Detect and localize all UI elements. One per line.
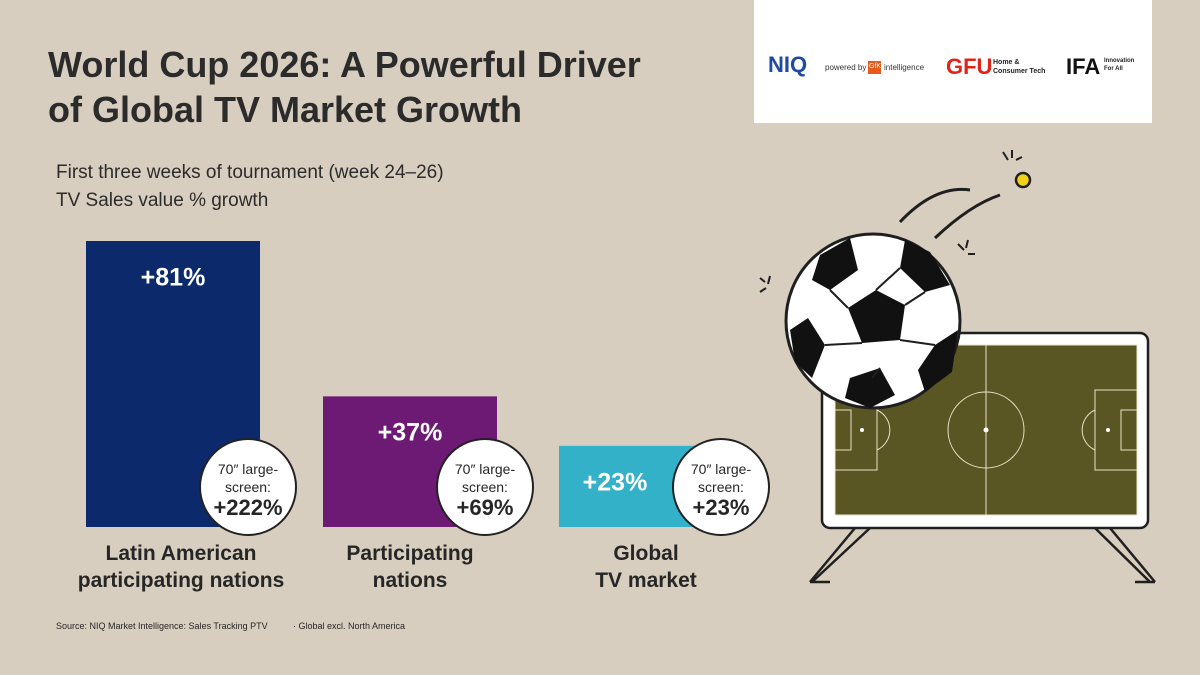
value-label: +37% [377, 418, 443, 447]
x-tick-label: Global TV market [595, 542, 697, 592]
niq-logo: NIQ [768, 52, 808, 77]
x-tick-label: Latin American participating nations [77, 542, 285, 592]
logo-text: Home & Consumer Tech [993, 59, 1046, 75]
callout-value: +23% [692, 495, 750, 520]
source-note: Source: NIQ Market Intelligence: Sales T… [56, 621, 268, 631]
callout-circle [436, 438, 534, 536]
value-label: +81% [140, 263, 206, 292]
gfk-logo: GfK [869, 63, 882, 70]
callout-label: 70″ large- screen: [690, 461, 752, 495]
chart-title: World Cup 2026: A Powerful Driver of Glo… [48, 44, 641, 130]
gfk-badge [868, 61, 881, 74]
tv-illustration [759, 150, 1156, 584]
callout-circle [672, 438, 770, 536]
gfu-logo: GFU [946, 54, 993, 79]
callout-value: +222% [213, 495, 283, 520]
ifa-logo: IFA [1066, 54, 1101, 79]
callout-value: +69% [456, 495, 514, 520]
callout-circle [199, 438, 297, 536]
value-label: +23% [582, 468, 648, 497]
callout-label: 70″ large- screen: [454, 461, 516, 495]
logo-text: intelligence [884, 63, 925, 72]
footnote: · Global excl. North America [293, 621, 406, 631]
x-tick-label: Participating nations [346, 542, 474, 592]
logo-text: Innovation For All [1104, 58, 1135, 72]
chart-subtitle: First three weeks of tournament (week 24… [56, 162, 444, 211]
logo-text: powered by [825, 63, 867, 72]
callout-label: 70″ large- screen: [217, 461, 279, 495]
logo-panel [754, 0, 1152, 123]
